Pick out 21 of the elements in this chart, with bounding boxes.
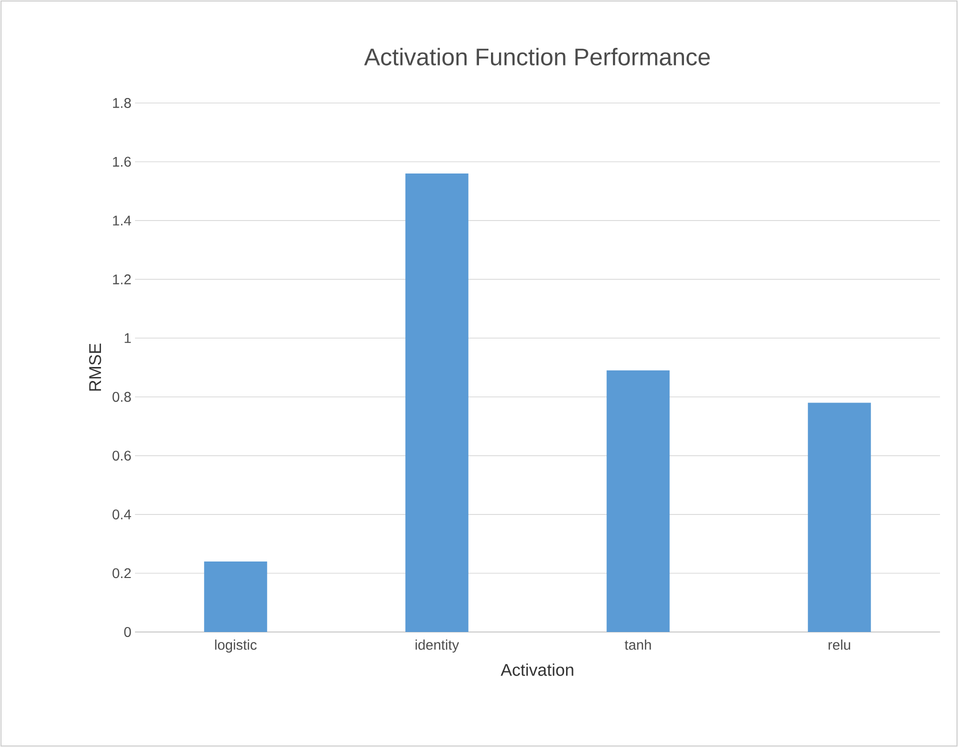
x-tick-label: relu: [828, 640, 850, 650]
y-tick-label: 0.2: [112, 568, 131, 578]
x-tick-label: identity: [416, 640, 460, 653]
x-tick-label: tanh: [624, 640, 651, 650]
chart-title: Activation Function Performance: [364, 48, 710, 66]
x-axis-title: Activation: [500, 663, 574, 676]
y-axis-title: RMSE: [89, 344, 102, 391]
bar: [204, 561, 268, 632]
x-tick-label: logistic: [215, 640, 257, 653]
y-tick-label: 1.8: [113, 98, 131, 108]
y-tick-label: 0.8: [112, 392, 131, 402]
y-tick-label: 0.6: [112, 450, 131, 461]
y-tick-label: 1.4: [113, 216, 132, 226]
bar: [808, 402, 871, 632]
y-tick-label: 0.4: [112, 509, 132, 520]
bar: [405, 174, 468, 632]
bar: [606, 370, 670, 632]
y-tick-label: 1.6: [113, 156, 131, 167]
y-tick-label: 1: [124, 333, 131, 343]
y-tick-label: 0: [124, 627, 131, 637]
y-tick-label: 1.2: [113, 274, 131, 284]
